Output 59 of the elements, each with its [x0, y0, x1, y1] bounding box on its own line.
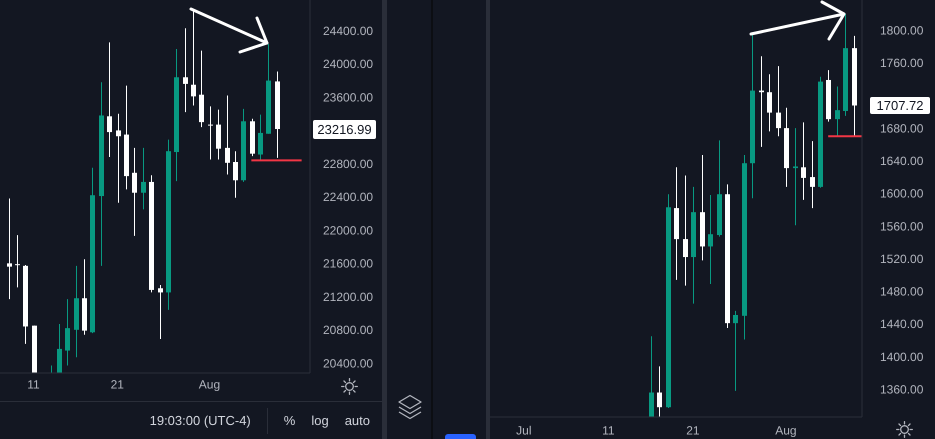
- y-tick-label: 21200.00: [323, 290, 374, 304]
- candlestick: [233, 150, 238, 198]
- y-tick-label: 1440.00: [880, 317, 924, 332]
- candlestick: [835, 86, 840, 137]
- y-tick-label: 1560.00: [880, 219, 924, 234]
- x-tick-label: 11: [602, 424, 615, 438]
- candlestick: [793, 128, 798, 226]
- y-tick-label: 24400.00: [323, 24, 374, 38]
- candlestick: [183, 28, 188, 113]
- y-tick-label: 1800.00: [880, 23, 924, 38]
- candlestick: [657, 366, 662, 417]
- x-tick-label: 11: [27, 378, 40, 392]
- x-tick-label: Aug: [198, 378, 220, 392]
- y-tick-label: 1760.00: [880, 56, 924, 70]
- y-tick-label: 22400.00: [323, 190, 374, 204]
- candlestick: [759, 56, 764, 148]
- y-tick-label: 1360.00: [880, 382, 924, 397]
- candlestick: [158, 284, 163, 340]
- x-tick-label: 21: [110, 378, 124, 392]
- x-tick-label: Jul: [516, 424, 532, 438]
- candlestick: [776, 66, 781, 137]
- text: log: [311, 413, 329, 428]
- y-tick-label: 1480.00: [880, 284, 924, 299]
- candlestick: [801, 122, 806, 200]
- y-tick-label: 1400.00: [880, 350, 924, 364]
- candlestick: [810, 140, 815, 209]
- x-tick-label: 21: [686, 424, 700, 438]
- candlestick: [733, 310, 738, 392]
- candlestick: [107, 42, 112, 158]
- candlestick: [141, 147, 146, 210]
- y-tick-label: 1680.00: [880, 121, 924, 136]
- candlestick: [258, 114, 263, 161]
- y-tick-label: 1600.00: [880, 186, 924, 201]
- candlestick: [116, 113, 121, 204]
- y-tick-label: 22000.00: [323, 223, 374, 238]
- text: %: [284, 413, 296, 428]
- y-tick-label: 1520.00: [880, 252, 924, 266]
- y-tick-label: 24000.00: [323, 57, 374, 72]
- candlestick: [65, 298, 70, 366]
- candlestick: [225, 95, 230, 175]
- candlestick: [683, 174, 688, 286]
- candlestick: [7, 198, 12, 300]
- x-tick-label: Aug: [775, 424, 797, 438]
- candlestick: [208, 106, 213, 160]
- y-tick-label: 20400.00: [323, 356, 374, 370]
- y-tick-label: 1640.00: [880, 154, 924, 168]
- text: 19:03:00 (UTC-4): [150, 413, 251, 428]
- y-tick-label: 20800.00: [323, 323, 374, 338]
- text: auto: [344, 413, 370, 428]
- candlestick: [15, 234, 20, 288]
- candlestick: [132, 147, 137, 236]
- y-tick-label: 23600.00: [323, 90, 374, 104]
- y-tick-label: 22800.00: [323, 156, 374, 171]
- text: 23216.99: [317, 122, 372, 136]
- candlestick: [191, 9, 196, 106]
- candlestick: [767, 74, 772, 132]
- candlestick: [708, 194, 713, 284]
- y-tick-label: 21600.00: [323, 256, 374, 271]
- text: 1707.72: [876, 98, 924, 113]
